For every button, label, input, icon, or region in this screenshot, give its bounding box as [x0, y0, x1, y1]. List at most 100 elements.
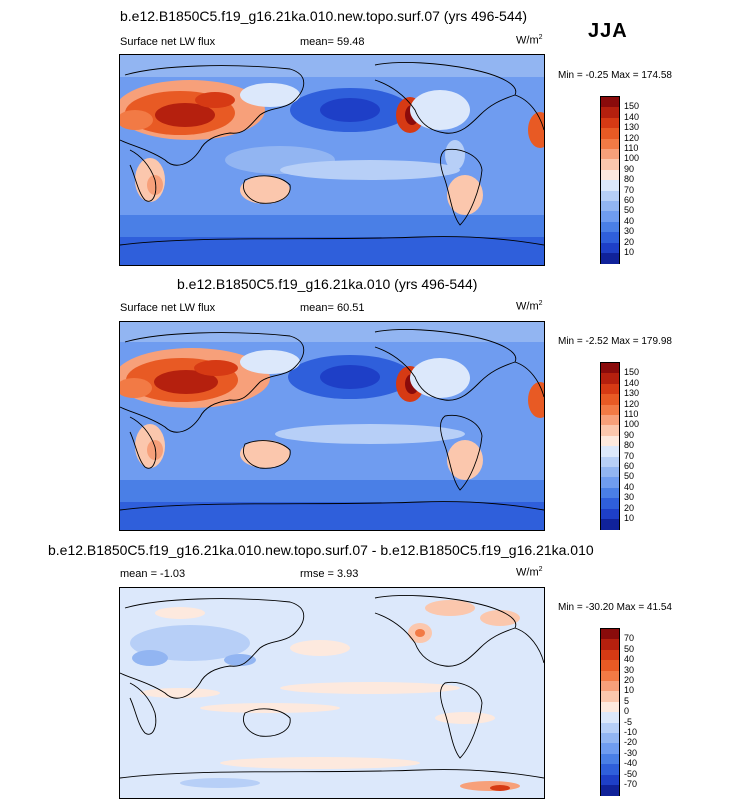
colorbar-tick-label: 150	[624, 367, 640, 378]
colorbar-swatch	[601, 425, 619, 437]
colorbar-swatch	[601, 169, 619, 181]
colorbar-tick-label: -10	[624, 727, 638, 737]
colorbar-swatch	[601, 159, 619, 171]
colorbar-tick-label: 60	[624, 195, 635, 205]
colorbar-swatch	[601, 128, 619, 140]
colorbar-swatch	[601, 467, 619, 478]
variable-label: Surface net LW flux	[120, 302, 216, 314]
colorbar-tick-label: 10	[624, 513, 635, 523]
colorbar-swatch	[601, 253, 619, 264]
season-label: JJA	[588, 20, 628, 42]
colorbar-swatch	[601, 373, 619, 385]
colorbar-swatch	[601, 639, 619, 651]
colorbar-tick-label: 80	[624, 440, 635, 451]
colorbar-tick-label: 90	[624, 163, 635, 174]
colorbar-swatch	[601, 691, 619, 703]
colorbar-swatch	[601, 456, 619, 468]
colorbar-strip	[600, 362, 620, 531]
colorbar-tick-label: 70	[624, 184, 635, 195]
colorbar-swatch	[601, 498, 619, 510]
colorbar-tick-label: 5	[624, 695, 630, 706]
colorbar-tick-label: 100	[624, 153, 640, 164]
colorbar-swatch	[601, 701, 619, 713]
colorbar-tick-label: 10	[624, 247, 635, 257]
colorbar-swatch	[601, 519, 619, 530]
colorbar-tick-label: 40	[624, 481, 635, 492]
panel-title: b.e12.B1850C5.f19_g16.21ka.010.new.topo.…	[120, 8, 528, 24]
colorbar-tick-label: 40	[624, 654, 635, 665]
colorbar-tick-label: 50	[624, 205, 635, 216]
colorbar-tick-label: 10	[624, 685, 635, 696]
min-max-label: Min = -2.52 Max = 179.98	[558, 336, 672, 347]
colorbar-swatch	[601, 97, 619, 108]
mean-value: mean= 59.48	[300, 36, 365, 48]
colorbar-tick-label: -70	[624, 779, 638, 789]
colorbar-tick-label: 20	[624, 675, 635, 685]
colorbar-swatch	[601, 487, 619, 499]
colorbar-swatch	[601, 383, 619, 395]
world-map	[119, 321, 545, 531]
colorbar-swatch	[601, 743, 619, 755]
colorbar-tick-label: 80	[624, 174, 635, 185]
colorbar-tick-label: 130	[624, 388, 640, 399]
contour-field	[120, 588, 544, 798]
colorbar-tick-label: 50	[624, 643, 635, 654]
colorbar-swatch	[601, 415, 619, 426]
panel-title: b.e12.B1850C5.f19_g16.21ka.010 (yrs 496-…	[177, 276, 478, 292]
colorbar-swatch	[601, 221, 619, 233]
colorbar-swatch	[601, 753, 619, 765]
colorbar-swatch	[601, 670, 619, 682]
colorbar-tick-label: -20	[624, 737, 638, 748]
colorbar-swatch	[601, 508, 619, 520]
colorbar-swatch	[601, 446, 619, 458]
colorbar-tick-label: 130	[624, 122, 640, 133]
colorbar-swatch	[601, 404, 619, 416]
panel-title: b.e12.B1850C5.f19_g16.21ka.010.new.topo.…	[48, 542, 594, 558]
colorbar-swatch	[601, 785, 619, 796]
colorbar-tick-label: 150	[624, 101, 640, 112]
contour-field	[120, 55, 544, 265]
colorbar-swatch	[601, 733, 619, 744]
colorbar-swatch	[601, 149, 619, 160]
colorbar-strip	[600, 96, 620, 265]
colorbar-swatch	[601, 774, 619, 786]
colorbar-tick-label: -30	[624, 747, 638, 758]
colorbar-tick-label: 50	[624, 471, 635, 482]
units-label: W/m2	[516, 34, 543, 47]
colorbar-swatch	[601, 363, 619, 374]
colorbar-tick-label: 20	[624, 236, 635, 247]
colorbar-swatch	[601, 190, 619, 202]
colorbar-swatch	[601, 660, 619, 672]
colorbar-tick-label: 100	[624, 419, 640, 430]
colorbar-tick-label: 140	[624, 377, 640, 388]
colorbar-tick-label: 120	[624, 132, 640, 143]
colorbar-tick-label: 110	[624, 143, 639, 153]
colorbar-swatch	[601, 201, 619, 212]
colorbar-tick-label: 90	[624, 429, 635, 440]
colorbar-tick-label: 120	[624, 398, 640, 409]
colorbar-tick-label: 70	[624, 450, 635, 461]
colorbar-tick-label: 60	[624, 461, 635, 471]
colorbar-swatch	[601, 629, 619, 640]
colorbar-swatch	[601, 107, 619, 119]
colorbar-swatch	[601, 712, 619, 724]
colorbar-swatch	[601, 649, 619, 661]
colorbar-swatch	[601, 681, 619, 692]
colorbar-swatch	[601, 138, 619, 150]
colorbar-swatch	[601, 117, 619, 129]
colorbar-tick-label: -50	[624, 768, 638, 779]
colorbar-tick-label: -40	[624, 758, 638, 769]
variable-label: Surface net LW flux	[120, 36, 216, 48]
mean-value: mean= 60.51	[300, 302, 365, 314]
units-label: W/m2	[516, 300, 543, 313]
colorbar-tick-label: 20	[624, 502, 635, 513]
colorbar-tick-label: 0	[624, 706, 630, 717]
colorbar-swatch	[601, 394, 619, 406]
colorbar-tick-label: 40	[624, 215, 635, 226]
units-label: W/m2	[516, 566, 543, 579]
world-map	[119, 54, 545, 266]
contour-field	[120, 322, 544, 530]
colorbar-swatch	[601, 477, 619, 489]
min-max-label: Min = -0.25 Max = 174.58	[558, 70, 672, 81]
colorbar-tick-label: 30	[624, 492, 635, 503]
